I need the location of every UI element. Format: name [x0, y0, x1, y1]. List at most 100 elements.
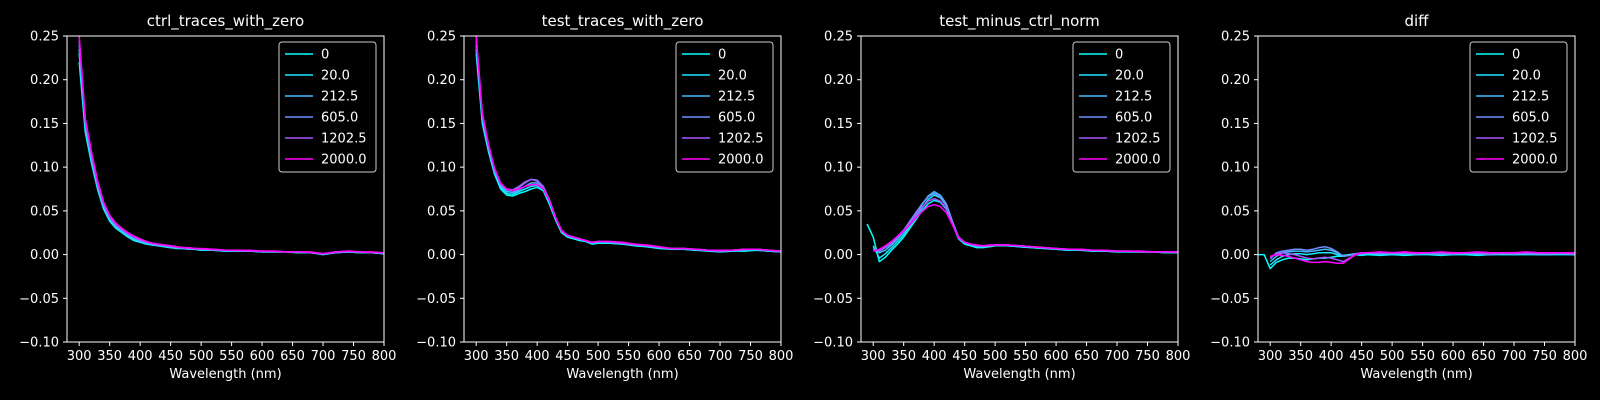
chart-panel-2: test_minus_ctrl_norm −0.10 −0.05 0.00 0.05 0.… [813, 12, 1190, 382]
y-tick-label: −0.10 [19, 336, 59, 351]
x-tick-label: 500 [1380, 349, 1405, 364]
x-tick-label: 400 [922, 349, 947, 364]
y-tick-label: 0.10 [1221, 161, 1250, 176]
legend-label: 605.0 [1115, 111, 1152, 126]
legend: 0 20.0 212.5 605.0 1202.5 2000.0 [1072, 41, 1171, 173]
x-tick-label: 750 [341, 349, 366, 364]
x-tick-label: 700 [1105, 349, 1130, 364]
x-tick-label: 300 [861, 349, 886, 364]
legend: 0 20.0 212.5 605.0 1202.5 2000.0 [675, 41, 774, 173]
series-line-2000.0 [872, 203, 1178, 253]
x-tick-label: 450 [952, 349, 977, 364]
chart-title: test_traces_with_zero [542, 12, 704, 31]
legend: 0 20.0 212.5 605.0 1202.5 2000.0 [1469, 41, 1568, 173]
series-group [475, 36, 781, 253]
legend-label: 1202.5 [321, 132, 367, 147]
x-tick-label: 550 [1013, 349, 1038, 364]
x-tick-label: 600 [1441, 349, 1466, 364]
x-tick-label: 450 [1349, 349, 1374, 364]
y-tick-label: 0.15 [30, 117, 59, 132]
x-tick-label: 700 [708, 349, 733, 364]
legend-label: 1202.5 [1115, 132, 1161, 147]
legend-label: 605.0 [321, 111, 358, 126]
series-line-605.0 [872, 192, 1178, 253]
x-tick-label: 600 [647, 349, 672, 364]
x-tick-label: 350 [97, 349, 122, 364]
y-tick-label: 0.00 [427, 248, 456, 263]
legend-label: 0 [718, 48, 726, 63]
legend: 0 20.0 212.5 605.0 1202.5 2000.0 [278, 41, 377, 173]
y-tick-label: 0.25 [824, 30, 853, 45]
y-tick-label: −0.10 [813, 336, 853, 351]
x-tick-label: 800 [769, 349, 794, 364]
y-tick-label: 0.20 [30, 73, 59, 88]
axes-frame [860, 35, 1179, 343]
legend-label: 2000.0 [1512, 153, 1558, 168]
x-tick-label: 550 [219, 349, 244, 364]
y-tick-label: 0.10 [30, 161, 59, 176]
y-tick-label: 0.05 [427, 204, 456, 219]
legend-label: 1202.5 [1512, 132, 1558, 147]
legend-label: 212.5 [1512, 90, 1549, 105]
x-tick-label: 650 [280, 349, 305, 364]
y-tick-label: 0.15 [1221, 117, 1250, 132]
x-tick-label: 300 [464, 349, 489, 364]
series-line-20.0 [872, 194, 1178, 259]
y-tick-label: 0.10 [824, 161, 853, 176]
x-tick-label: 300 [67, 349, 92, 364]
y-tick-label: 0.20 [824, 73, 853, 88]
legend-label: 212.5 [1115, 90, 1152, 105]
legend-label: 0 [321, 48, 329, 63]
y-tick-label: −0.05 [416, 292, 456, 307]
x-tick-label: 650 [1471, 349, 1496, 364]
x-tick-label: 350 [494, 349, 519, 364]
x-axis-label: Wavelength (nm) [566, 367, 678, 382]
chart-title: test_minus_ctrl_norm [939, 12, 1100, 31]
y-tick-label: 0.05 [30, 204, 59, 219]
y-tick-label: 0.15 [824, 117, 853, 132]
y-tick-label: 0.20 [1221, 73, 1250, 88]
y-tick-label: −0.05 [1210, 292, 1250, 307]
legend-label: 20.0 [1512, 69, 1541, 84]
axes-frame [66, 35, 385, 343]
x-tick-label: 500 [586, 349, 611, 364]
chart-panel-3: diff −0.10 −0.05 0.00 0.05 0.10 0.15 0.20 0.25 30… [1210, 12, 1587, 382]
chart-title: diff [1404, 12, 1429, 30]
x-tick-label: 650 [1074, 349, 1099, 364]
x-tick-label: 350 [1288, 349, 1313, 364]
legend-label: 20.0 [321, 69, 350, 84]
y-tick-label: 0.15 [427, 117, 456, 132]
y-tick-label: −0.10 [1210, 336, 1250, 351]
series-line-2000.0 [78, 36, 384, 255]
legend-label: 0 [1115, 48, 1123, 63]
y-tick-label: 0.00 [824, 248, 853, 263]
x-tick-label: 400 [128, 349, 153, 364]
y-tick-label: 0.10 [427, 161, 456, 176]
legend-label: 605.0 [1512, 111, 1549, 126]
x-tick-label: 350 [891, 349, 916, 364]
y-tick-label: 0.25 [30, 30, 59, 45]
x-axis-label: Wavelength (nm) [1360, 367, 1472, 382]
x-tick-label: 400 [1319, 349, 1344, 364]
series-line-1202.5 [873, 197, 1178, 253]
series-line-2000.0 [475, 36, 781, 252]
x-tick-label: 800 [1563, 349, 1588, 364]
y-tick-label: 0.05 [1221, 204, 1250, 219]
x-tick-label: 750 [1532, 349, 1557, 364]
legend-label: 605.0 [718, 111, 755, 126]
series-line-2000.0 [1269, 251, 1575, 265]
series-line-212.5 [872, 190, 1178, 254]
legend-label: 0 [1512, 48, 1520, 63]
chart-title: ctrl_traces_with_zero [147, 12, 304, 31]
legend-label: 2000.0 [321, 153, 367, 168]
y-tick-label: 0.00 [30, 248, 59, 263]
legend-label: 20.0 [718, 69, 747, 84]
x-tick-label: 700 [311, 349, 336, 364]
y-tick-label: 0.25 [1221, 30, 1250, 45]
x-axis-label: Wavelength (nm) [169, 367, 281, 382]
legend-label: 212.5 [718, 90, 755, 105]
x-tick-label: 400 [525, 349, 550, 364]
x-tick-label: 550 [1410, 349, 1435, 364]
y-tick-label: 0.00 [1221, 248, 1250, 263]
